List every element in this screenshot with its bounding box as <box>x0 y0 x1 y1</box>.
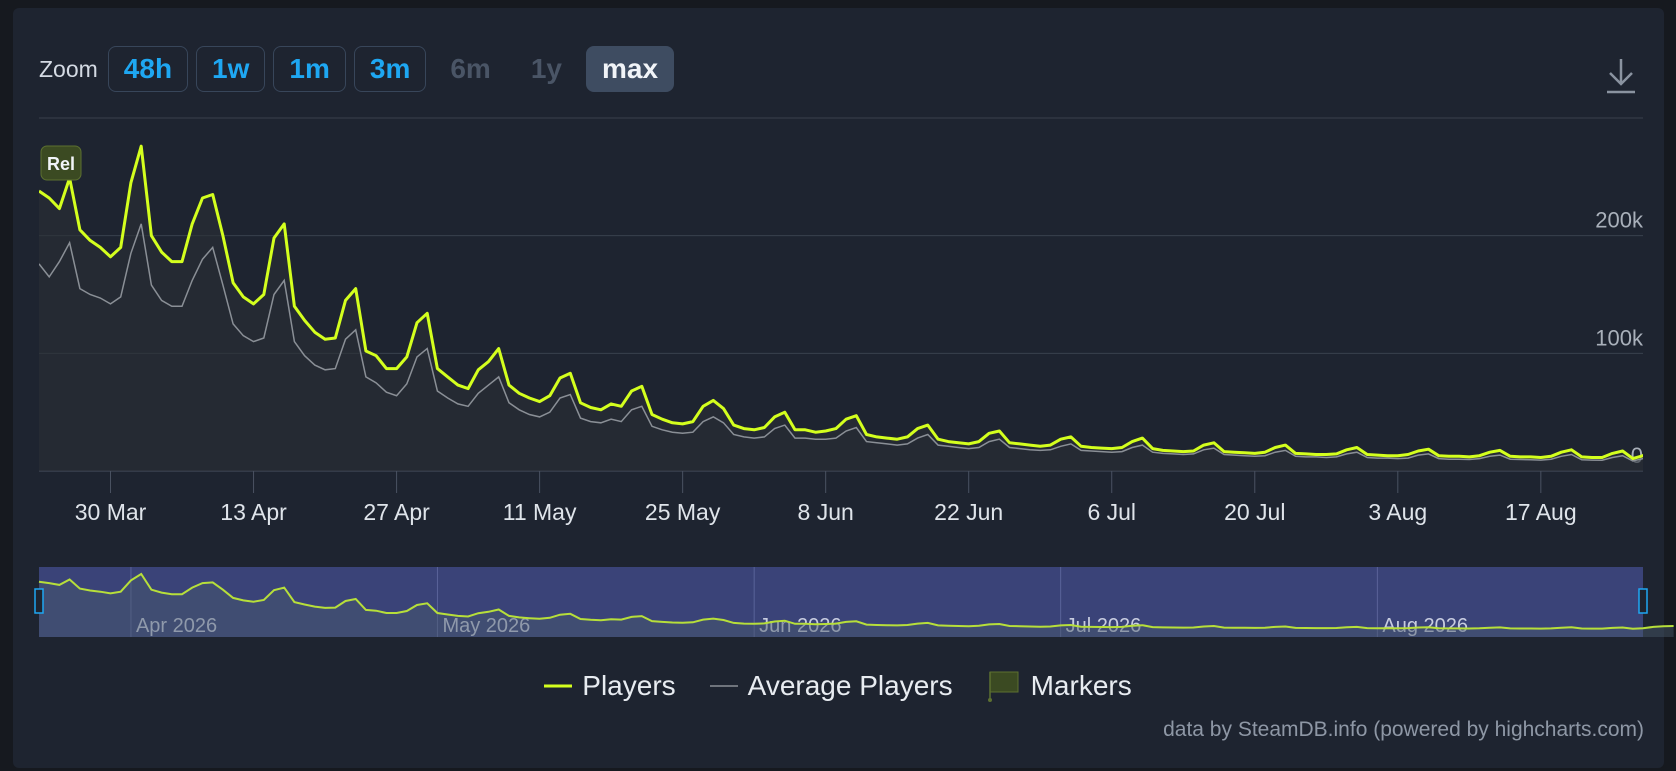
legend: Players Average Players Markers <box>0 670 1676 702</box>
x-tick-label: 11 May <box>503 499 577 525</box>
x-tick-label: 22 Jun <box>934 499 1003 525</box>
x-tick-label: 30 Mar <box>75 499 147 525</box>
legend-item-average-players[interactable]: Average Players <box>709 670 953 702</box>
x-tick-label: 6 Jul <box>1087 499 1136 525</box>
credits[interactable]: data by SteamDB.info (powered by highcha… <box>1163 718 1644 741</box>
download-button[interactable] <box>1604 56 1638 96</box>
average-players-line-swatch <box>709 685 738 687</box>
zoom-button-1y: 1y <box>530 53 562 84</box>
x-tick-label: 25 May <box>645 499 721 525</box>
legend-label-players: Players <box>582 670 676 701</box>
zoom-toolbar: Zoom 48h 1w 1m 3m 6m 1y max <box>39 44 682 94</box>
release-marker: Rel <box>40 145 82 181</box>
x-tick-label: 8 Jun <box>798 499 854 525</box>
navigator-label: Apr 2026 <box>136 615 217 637</box>
navigator-mask <box>39 567 1643 637</box>
series-line-average-players <box>39 223 1643 462</box>
zoom-button-3m[interactable]: 3m <box>353 46 427 92</box>
zoom-button-6m: 6m <box>450 53 491 84</box>
marker-label: Rel <box>47 154 75 174</box>
zoom-button-1m[interactable]: 1m <box>273 46 346 92</box>
players-line-swatch <box>544 684 573 688</box>
navigator-label: May 2026 <box>442 615 530 637</box>
download-icon <box>1607 59 1635 94</box>
x-tick-label: 3 Aug <box>1368 499 1427 525</box>
legend-item-players[interactable]: Players <box>544 670 676 702</box>
x-tick-label: 20 Jul <box>1224 499 1285 525</box>
zoom-label: Zoom <box>39 55 98 82</box>
series-line-players <box>39 144 1643 461</box>
y-tick-label: 200k <box>1595 208 1644 233</box>
zoom-button-48h[interactable]: 48h <box>107 46 189 92</box>
plot-area <box>39 144 1643 471</box>
navigator-area <box>39 574 1674 637</box>
x-tick-label: 13 Apr <box>220 499 287 525</box>
x-tick-label: 27 Apr <box>363 499 430 525</box>
zoom-buttons: 48h 1w 1m 3m 6m 1y max <box>107 46 682 92</box>
y-tick-label: 100k <box>1595 325 1644 350</box>
navigator-series <box>38 572 1674 630</box>
flag-icon <box>987 671 1019 702</box>
marker-flag <box>40 145 82 181</box>
zoom-button-1w[interactable]: 1w <box>196 46 266 92</box>
navigator-handle-left[interactable] <box>34 588 44 614</box>
legend-label-average-players: Average Players <box>747 670 953 701</box>
navigator-handle-right[interactable] <box>1638 588 1648 614</box>
players-area <box>39 146 1643 471</box>
legend-label-markers: Markers <box>1030 670 1132 701</box>
x-tick-label: 17 Aug <box>1505 499 1577 525</box>
zoom-button-max[interactable]: max <box>585 46 675 92</box>
navigator-label: Aug 2026 <box>1382 615 1468 637</box>
legend-item-markers[interactable]: Markers <box>987 670 1132 702</box>
navigator: Apr 2026 May 2026 Jun 2026 Jul 2026 Aug 2026 <box>38 567 1674 637</box>
navigator-label: Jul 2026 <box>1066 615 1142 637</box>
